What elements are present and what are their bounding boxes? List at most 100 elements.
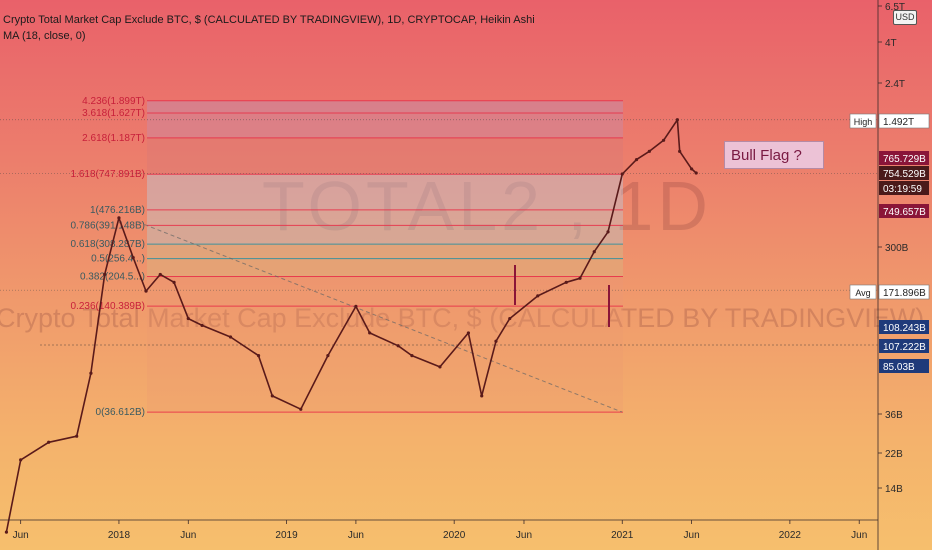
fib-level-label: 4.236(1.899T): [82, 96, 145, 107]
price-point: [131, 255, 135, 260]
fib-level-label: 1.618(747.891B): [70, 169, 145, 180]
price-point: [694, 171, 698, 175]
indicator-label[interactable]: MA (18, close, 0): [3, 30, 86, 42]
currency-button[interactable]: USD: [893, 10, 917, 25]
price-label-value: 749.657B: [883, 207, 926, 218]
fib-band: [147, 100, 623, 113]
fib-level-label: 0.236(140.389B): [70, 301, 145, 312]
y-axis-tick-label: 14B: [885, 484, 903, 495]
price-point: [536, 294, 540, 298]
price-label-value: 85.03B: [883, 362, 915, 373]
price-point: [592, 250, 596, 254]
x-axis-tick-label: 2020: [443, 530, 466, 541]
fib-level-label: 0(36.612B): [96, 407, 145, 418]
price-label-value: 171.896B: [883, 288, 926, 299]
y-axis-tick-label: 2.4T: [885, 79, 905, 90]
fib-level-label: 3.618(1.627T): [82, 108, 145, 119]
price-point: [410, 354, 414, 358]
x-axis-tick-label: Jun: [516, 530, 532, 541]
x-axis-tick-label: 2019: [275, 530, 298, 541]
symbol-watermark: TOTAL2 , 1D: [262, 167, 712, 245]
y-axis-tick-label: 6.5T: [885, 2, 905, 13]
x-axis-tick-label: Jun: [180, 530, 196, 541]
price-point: [647, 149, 651, 153]
price-label-box: [879, 339, 929, 353]
fib-level-label: 0.382(204.5...): [80, 272, 145, 283]
y-axis-tick-label: 300B: [885, 243, 909, 254]
price-point: [578, 276, 582, 280]
price-point: [354, 304, 358, 308]
x-axis-tick-label: 2021: [611, 530, 634, 541]
y-axis-tick-label: 22B: [885, 449, 903, 460]
price-tag-box: [849, 113, 877, 129]
price-point: [508, 316, 512, 321]
price-point: [158, 272, 162, 277]
x-axis-tick-label: 2018: [108, 530, 131, 541]
price-point: [4, 530, 9, 534]
y-axis-tick-label: 36B: [885, 410, 903, 421]
price-point: [299, 407, 303, 411]
price-point: [368, 331, 372, 335]
price-point: [620, 172, 624, 176]
price-point: [690, 167, 694, 171]
price-label-value: 108.243B: [883, 323, 926, 334]
fib-band: [147, 225, 623, 245]
price-point: [606, 230, 610, 234]
price-label-box: [878, 113, 930, 129]
price-point: [634, 158, 639, 162]
price-tag-label: High: [854, 117, 873, 127]
price-point: [200, 323, 204, 328]
fib-band: [147, 244, 623, 259]
price-label-box: [879, 151, 929, 165]
price-label-value: 765.729B: [883, 154, 926, 165]
price-label-value: 03:19:59: [883, 184, 922, 195]
description-watermark: Crypto Total Market Cap Exclude BTC, $ (…: [0, 303, 925, 333]
price-point: [47, 440, 51, 444]
bull-flag-annotation[interactable]: Bull Flag ?: [724, 141, 824, 169]
price-point: [466, 331, 471, 335]
x-axis-tick-label: Jun: [348, 530, 364, 541]
price-label-value: 107.222B: [883, 342, 926, 353]
price-point: [675, 118, 679, 122]
price-point: [19, 458, 23, 462]
price-point: [103, 272, 107, 277]
price-point: [396, 344, 400, 348]
fib-level-label: 0.786(391.148B): [70, 220, 145, 231]
price-label-box: [879, 320, 929, 334]
fib-band: [147, 137, 623, 175]
y-axis-tick-label: 4T: [885, 38, 897, 49]
fib-level-label: 0.618(308.287B): [70, 239, 145, 250]
price-point: [326, 354, 330, 358]
fib-band: [147, 258, 623, 277]
fib-level-label: 2.618(1.187T): [82, 133, 145, 144]
price-label-value: 1.492T: [883, 117, 914, 128]
price-point: [438, 365, 442, 369]
fib-level-label: 0.5(256.4...): [91, 254, 145, 265]
trend-line: [137, 221, 623, 413]
price-point: [270, 394, 274, 398]
price-point: [172, 280, 176, 284]
x-axis-tick-label: Jun: [684, 530, 700, 541]
price-point: [494, 339, 498, 343]
fib-band: [147, 276, 623, 307]
price-label-box: [879, 359, 929, 373]
price-point: [228, 335, 233, 339]
chart-title[interactable]: Crypto Total Market Cap Exclude BTC, $ (…: [3, 14, 535, 26]
price-label-value: 754.529B: [883, 169, 926, 180]
fib-band: [147, 174, 623, 210]
fib-band: [147, 112, 623, 138]
price-point: [480, 394, 484, 398]
fib-level-label: 1(476.216B): [90, 205, 145, 216]
price-tag-label: Avg: [855, 288, 870, 298]
price-point: [117, 216, 121, 220]
price-label-box: [879, 204, 929, 218]
price-point: [89, 371, 93, 375]
price-tag-box: [849, 284, 877, 300]
x-axis-tick-label: 2022: [779, 530, 802, 541]
price-label-box: [878, 284, 930, 300]
price-point: [661, 138, 666, 142]
price-point: [678, 149, 682, 153]
